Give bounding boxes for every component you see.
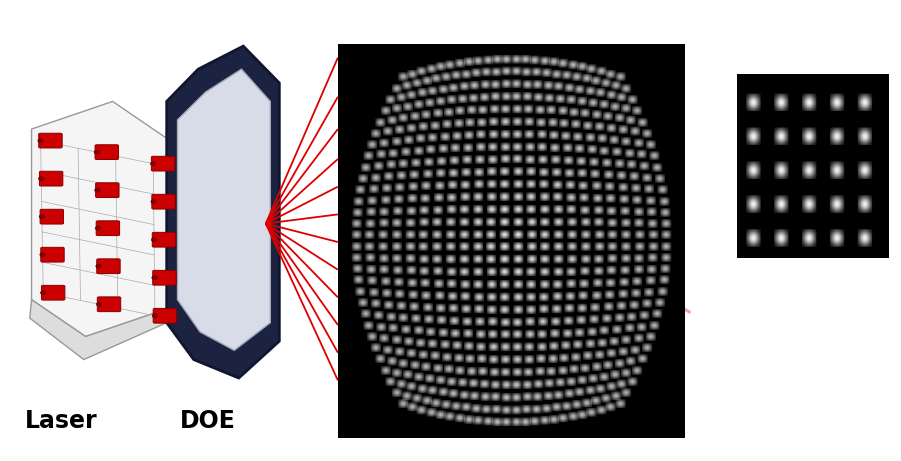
FancyBboxPatch shape xyxy=(41,285,65,300)
FancyBboxPatch shape xyxy=(152,270,176,285)
Polygon shape xyxy=(30,300,167,360)
Ellipse shape xyxy=(40,253,45,257)
Ellipse shape xyxy=(38,139,43,142)
Text: Projection image: Projection image xyxy=(398,414,623,438)
FancyBboxPatch shape xyxy=(39,133,62,148)
FancyBboxPatch shape xyxy=(96,221,120,236)
Ellipse shape xyxy=(96,264,101,268)
FancyBboxPatch shape xyxy=(96,145,119,160)
Ellipse shape xyxy=(39,177,44,181)
FancyBboxPatch shape xyxy=(41,247,64,262)
Ellipse shape xyxy=(95,188,100,192)
Ellipse shape xyxy=(40,215,45,219)
Ellipse shape xyxy=(96,226,101,230)
Ellipse shape xyxy=(41,291,46,295)
Polygon shape xyxy=(177,69,270,350)
Ellipse shape xyxy=(151,238,157,242)
FancyBboxPatch shape xyxy=(151,195,175,209)
FancyBboxPatch shape xyxy=(96,259,120,274)
Ellipse shape xyxy=(151,276,157,280)
Polygon shape xyxy=(167,46,279,378)
Ellipse shape xyxy=(150,200,157,204)
FancyBboxPatch shape xyxy=(96,183,119,198)
Ellipse shape xyxy=(150,162,156,165)
FancyBboxPatch shape xyxy=(151,156,175,171)
Ellipse shape xyxy=(96,302,102,306)
Text: DOE: DOE xyxy=(180,409,236,433)
FancyBboxPatch shape xyxy=(40,171,63,186)
FancyBboxPatch shape xyxy=(40,209,63,224)
FancyBboxPatch shape xyxy=(152,232,176,247)
Polygon shape xyxy=(32,101,167,337)
Ellipse shape xyxy=(152,314,158,318)
FancyBboxPatch shape xyxy=(97,297,121,312)
Ellipse shape xyxy=(94,150,99,154)
Text: Laser: Laser xyxy=(25,409,98,433)
FancyBboxPatch shape xyxy=(153,308,177,323)
